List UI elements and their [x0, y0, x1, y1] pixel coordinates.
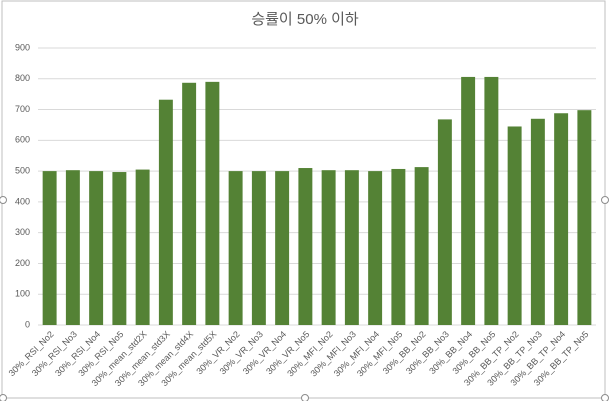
bar	[251, 171, 266, 325]
y-tick-label: 600	[15, 135, 30, 145]
bar	[414, 167, 429, 325]
bar	[344, 170, 359, 325]
bar	[298, 168, 313, 325]
selection-handles	[0, 196, 609, 401]
y-tick-label: 700	[15, 104, 30, 114]
bar	[205, 81, 220, 325]
y-tick-label: 100	[15, 289, 30, 299]
bar	[554, 113, 569, 325]
bar	[368, 171, 383, 325]
bar	[135, 169, 150, 325]
bar	[42, 171, 57, 325]
y-tick-label: 0	[25, 319, 30, 329]
bar	[507, 126, 522, 325]
bar	[530, 118, 545, 326]
chart-title: 승률이 50% 이하	[251, 11, 359, 28]
bar	[275, 171, 290, 325]
bar	[65, 170, 80, 325]
bar	[112, 172, 127, 325]
bar	[182, 82, 197, 325]
bar	[577, 110, 592, 325]
bar	[228, 171, 243, 325]
y-tick-label: 300	[15, 227, 30, 237]
bar	[437, 119, 452, 325]
bar	[461, 76, 476, 325]
bar	[321, 170, 336, 325]
y-tick-label: 500	[15, 165, 30, 175]
y-tick-label: 900	[15, 42, 30, 52]
bar	[158, 99, 173, 325]
bar	[89, 171, 104, 325]
y-tick-label: 800	[15, 73, 30, 83]
y-tick-label: 400	[15, 196, 30, 206]
y-tick-label: 200	[15, 258, 30, 268]
bar	[484, 76, 499, 325]
bar	[391, 168, 406, 325]
